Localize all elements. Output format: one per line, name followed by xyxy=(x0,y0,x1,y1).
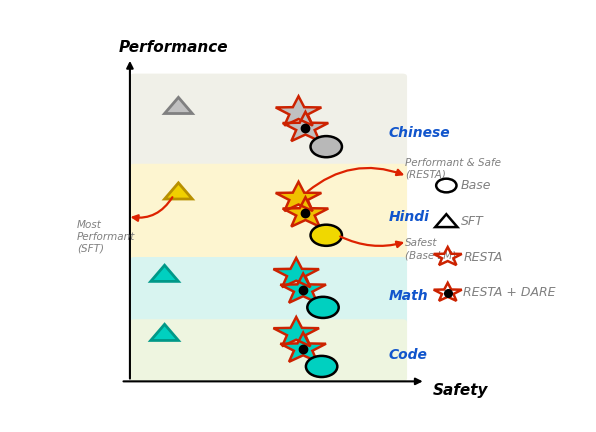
Polygon shape xyxy=(286,114,325,139)
Circle shape xyxy=(311,225,342,246)
Polygon shape xyxy=(435,214,457,227)
Circle shape xyxy=(306,356,337,377)
Text: SFT: SFT xyxy=(461,215,484,228)
Circle shape xyxy=(308,297,339,318)
FancyBboxPatch shape xyxy=(130,164,407,263)
Polygon shape xyxy=(286,200,325,225)
Polygon shape xyxy=(284,335,322,360)
Polygon shape xyxy=(164,183,193,199)
Text: Chinese: Chinese xyxy=(389,126,450,140)
Text: Code: Code xyxy=(389,348,427,362)
Polygon shape xyxy=(279,184,318,209)
Text: RESTA: RESTA xyxy=(464,251,503,264)
Text: Safest
(Base LM): Safest (Base LM) xyxy=(405,238,456,260)
Polygon shape xyxy=(279,99,318,124)
Polygon shape xyxy=(277,319,316,344)
FancyBboxPatch shape xyxy=(130,257,407,325)
Text: Performant & Safe
(RESTA): Performant & Safe (RESTA) xyxy=(405,158,501,179)
Circle shape xyxy=(436,179,457,192)
Polygon shape xyxy=(277,260,316,285)
Polygon shape xyxy=(151,265,178,281)
Circle shape xyxy=(311,136,342,157)
Polygon shape xyxy=(151,324,178,340)
Text: Base: Base xyxy=(461,179,492,192)
FancyBboxPatch shape xyxy=(130,73,407,170)
Text: RESTA + DARE: RESTA + DARE xyxy=(464,286,556,299)
Polygon shape xyxy=(284,276,322,301)
Text: Performance: Performance xyxy=(119,40,228,55)
Text: Safety: Safety xyxy=(433,383,488,398)
Text: Math: Math xyxy=(389,289,428,303)
Polygon shape xyxy=(164,97,193,114)
Text: Hindi: Hindi xyxy=(389,210,430,224)
FancyBboxPatch shape xyxy=(130,319,407,381)
Text: Most
Performant
(SFT): Most Performant (SFT) xyxy=(77,220,135,254)
